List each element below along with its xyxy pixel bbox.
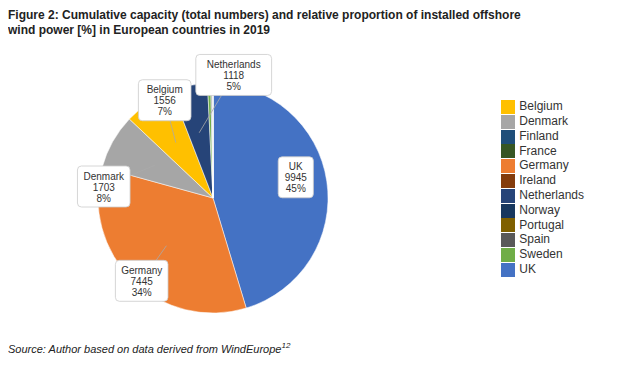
svg-text:Netherlands11185%: Netherlands11185% [207,58,261,91]
html-text:Spain: Spain [519,232,550,247]
html-text:Belgium: Belgium [519,99,563,113]
html-text:Sweden: Sweden [519,247,563,262]
html-text:Denmark: Denmark [519,113,568,128]
svg-text:Denmark17038%: Denmark17038% [83,170,125,203]
html-text:Source: Author based on data d: Source: Author based on data derived fro… [8,341,291,355]
html-text:Portugal: Portugal [519,217,564,232]
html-text:Germany: Germany [519,158,569,173]
svg-text:Belgium15567%: Belgium15567% [147,84,183,117]
html-text:Norway: Norway [519,202,560,217]
html-text:France: France [519,143,557,158]
html-text:Finland: Finland [519,128,559,143]
svg-text:UK994545%: UK994545% [285,161,308,194]
html-text:UK: UK [519,262,536,277]
html-text:Netherlands: Netherlands [519,188,584,202]
html-text:Ireland: Ireland [519,173,556,188]
svg-text:Germany744534%: Germany744534% [121,264,162,297]
html-text:wind power [%] in European cou: wind power [%] in European countries in … [8,23,270,37]
html-text:Figure 2: Cumulative capacity: Figure 2: Cumulative capacity (total num… [8,8,521,22]
